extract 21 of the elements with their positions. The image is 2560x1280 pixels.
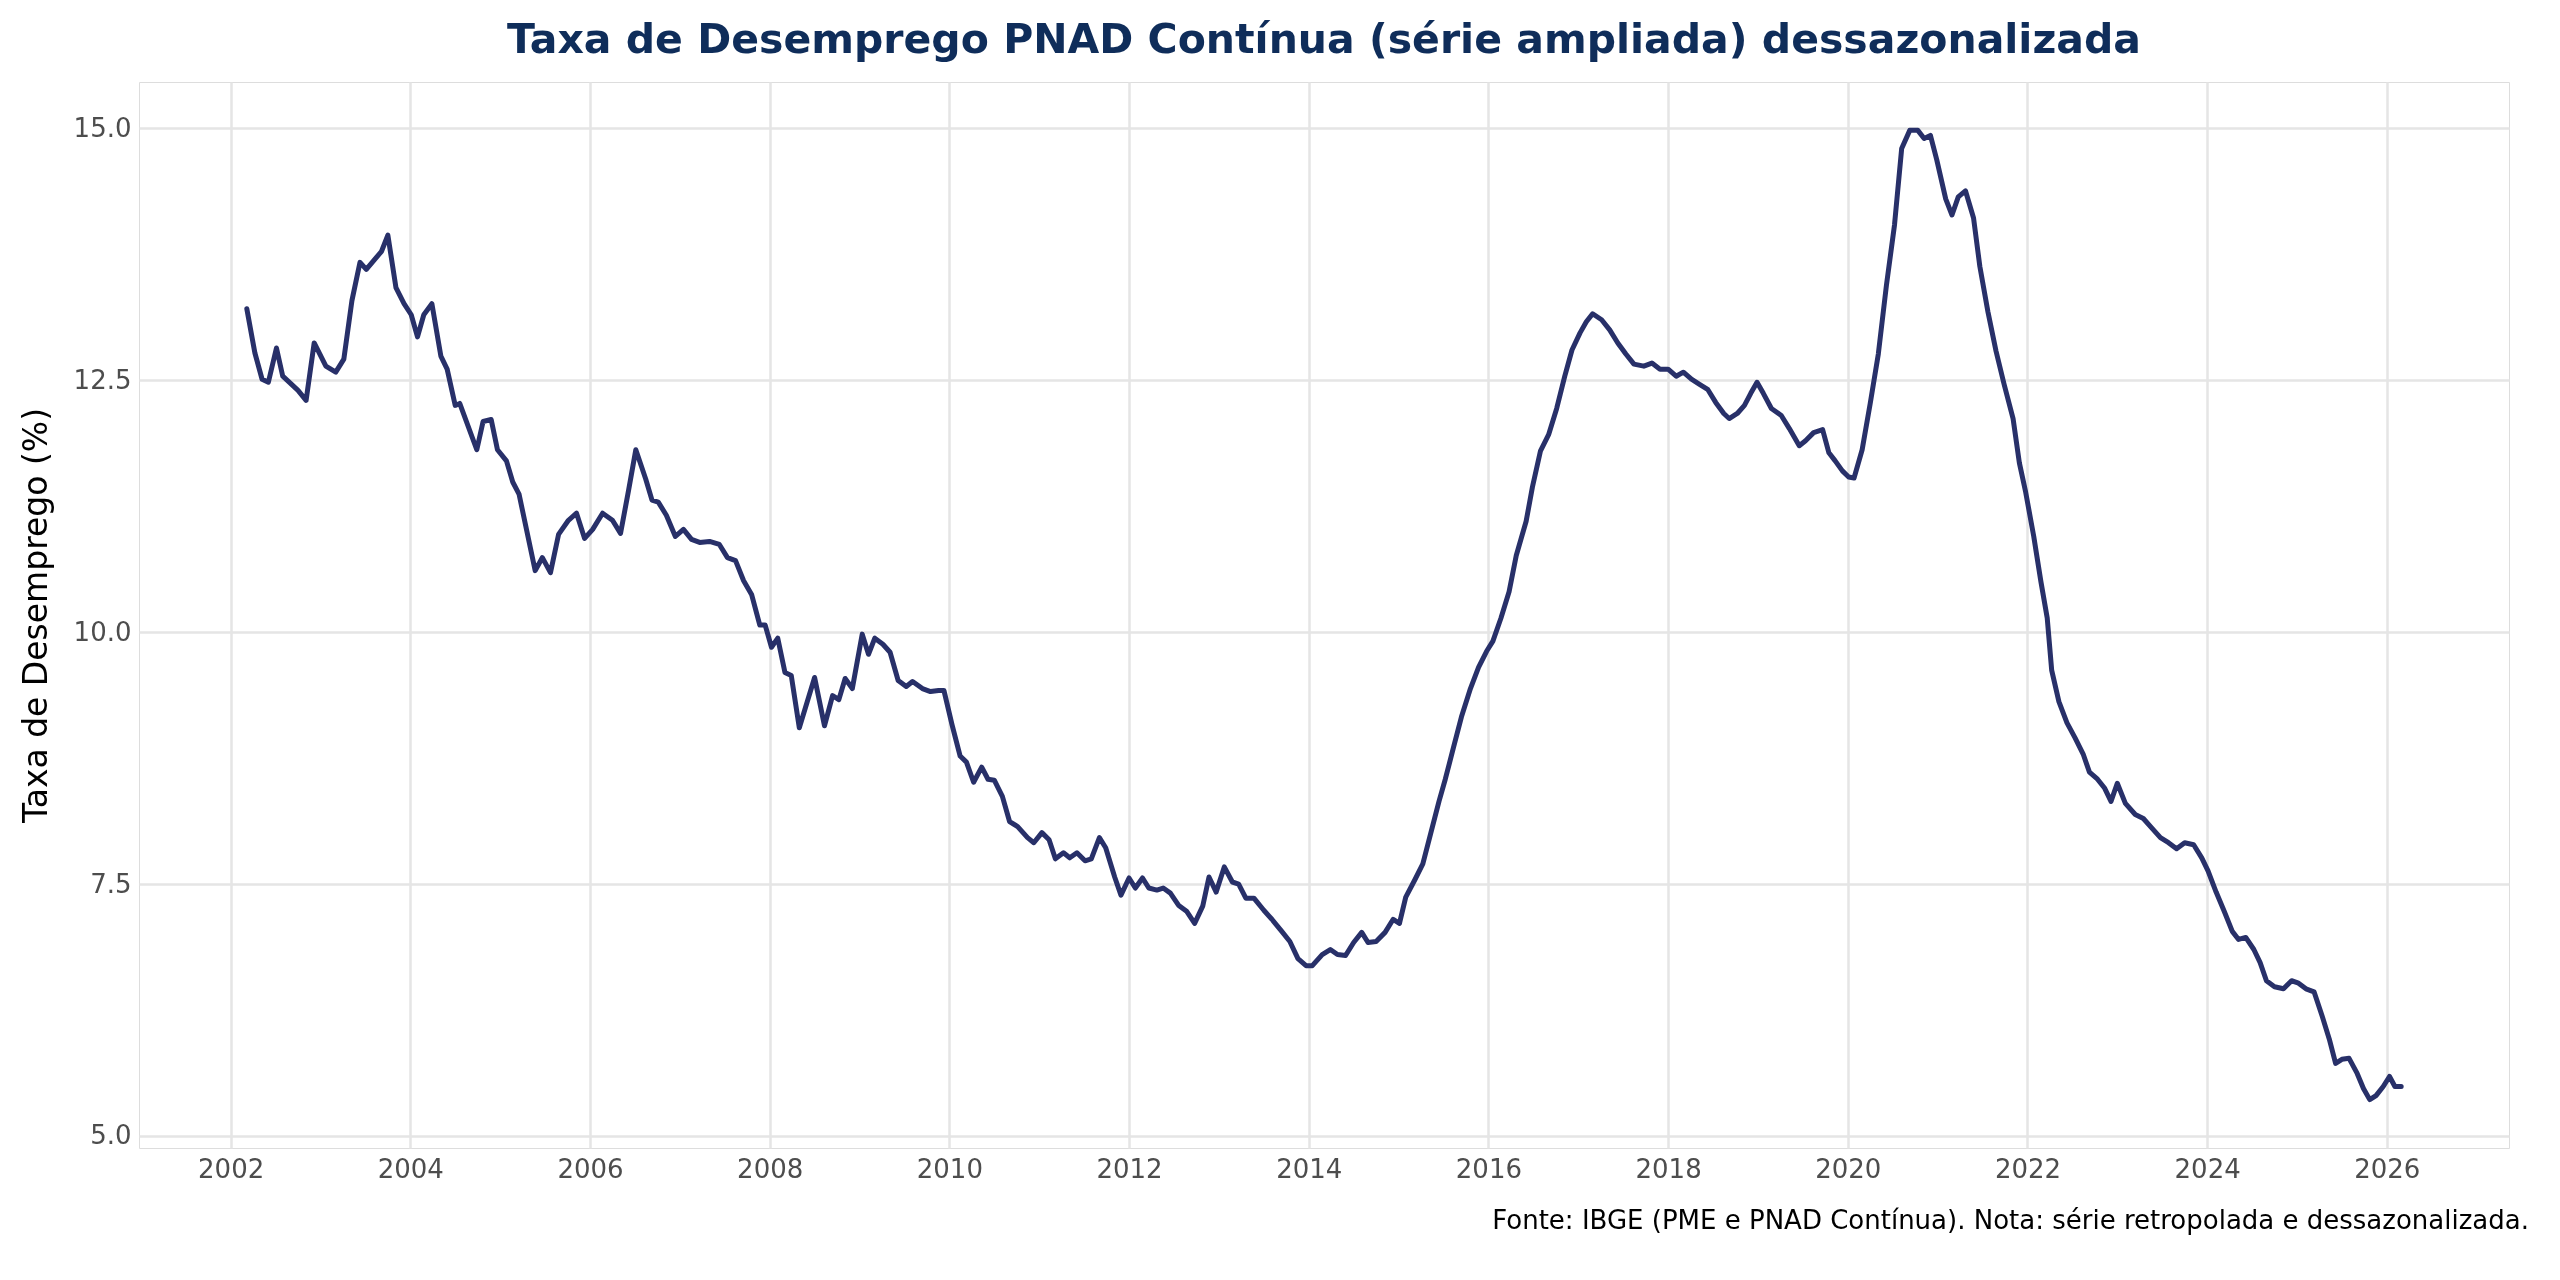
- x-tick-label: 2012: [1096, 1153, 1163, 1184]
- x-tick-label: 2020: [1815, 1153, 1882, 1184]
- x-tick-label: 2024: [2174, 1153, 2241, 1184]
- x-tick-label: 2008: [737, 1153, 804, 1184]
- x-tick-label: 2014: [1276, 1153, 1343, 1184]
- y-tick-label: 15.0: [73, 112, 132, 143]
- y-tick-label: 5.0: [90, 1120, 132, 1151]
- y-tick-label: 12.5: [73, 364, 132, 395]
- x-tick-label: 2006: [557, 1153, 624, 1184]
- x-tick-label: 2022: [1994, 1153, 2062, 1184]
- y-tick-label: 10.0: [73, 616, 132, 647]
- chart-title: Taxa de Desemprego PNAD Contínua (série ampliada) dessazonalizada: [507, 15, 2141, 63]
- y-tick-label: 7.5: [90, 868, 132, 899]
- x-tick-label: 2018: [1635, 1153, 1702, 1184]
- x-tick-label: 2016: [1455, 1153, 1522, 1184]
- source-note: Fonte: IBGE (PME e PNAD Contínua). Nota: série retropolada e dessazonalizada.: [1492, 1205, 2529, 1235]
- x-tick-label: 2026: [2354, 1153, 2421, 1184]
- x-tick-label: 2004: [377, 1153, 444, 1184]
- y-axis-title: Taxa de Desemprego (%): [15, 407, 55, 825]
- x-tick-label: 2010: [916, 1153, 983, 1184]
- x-tick-label: 2002: [198, 1153, 265, 1184]
